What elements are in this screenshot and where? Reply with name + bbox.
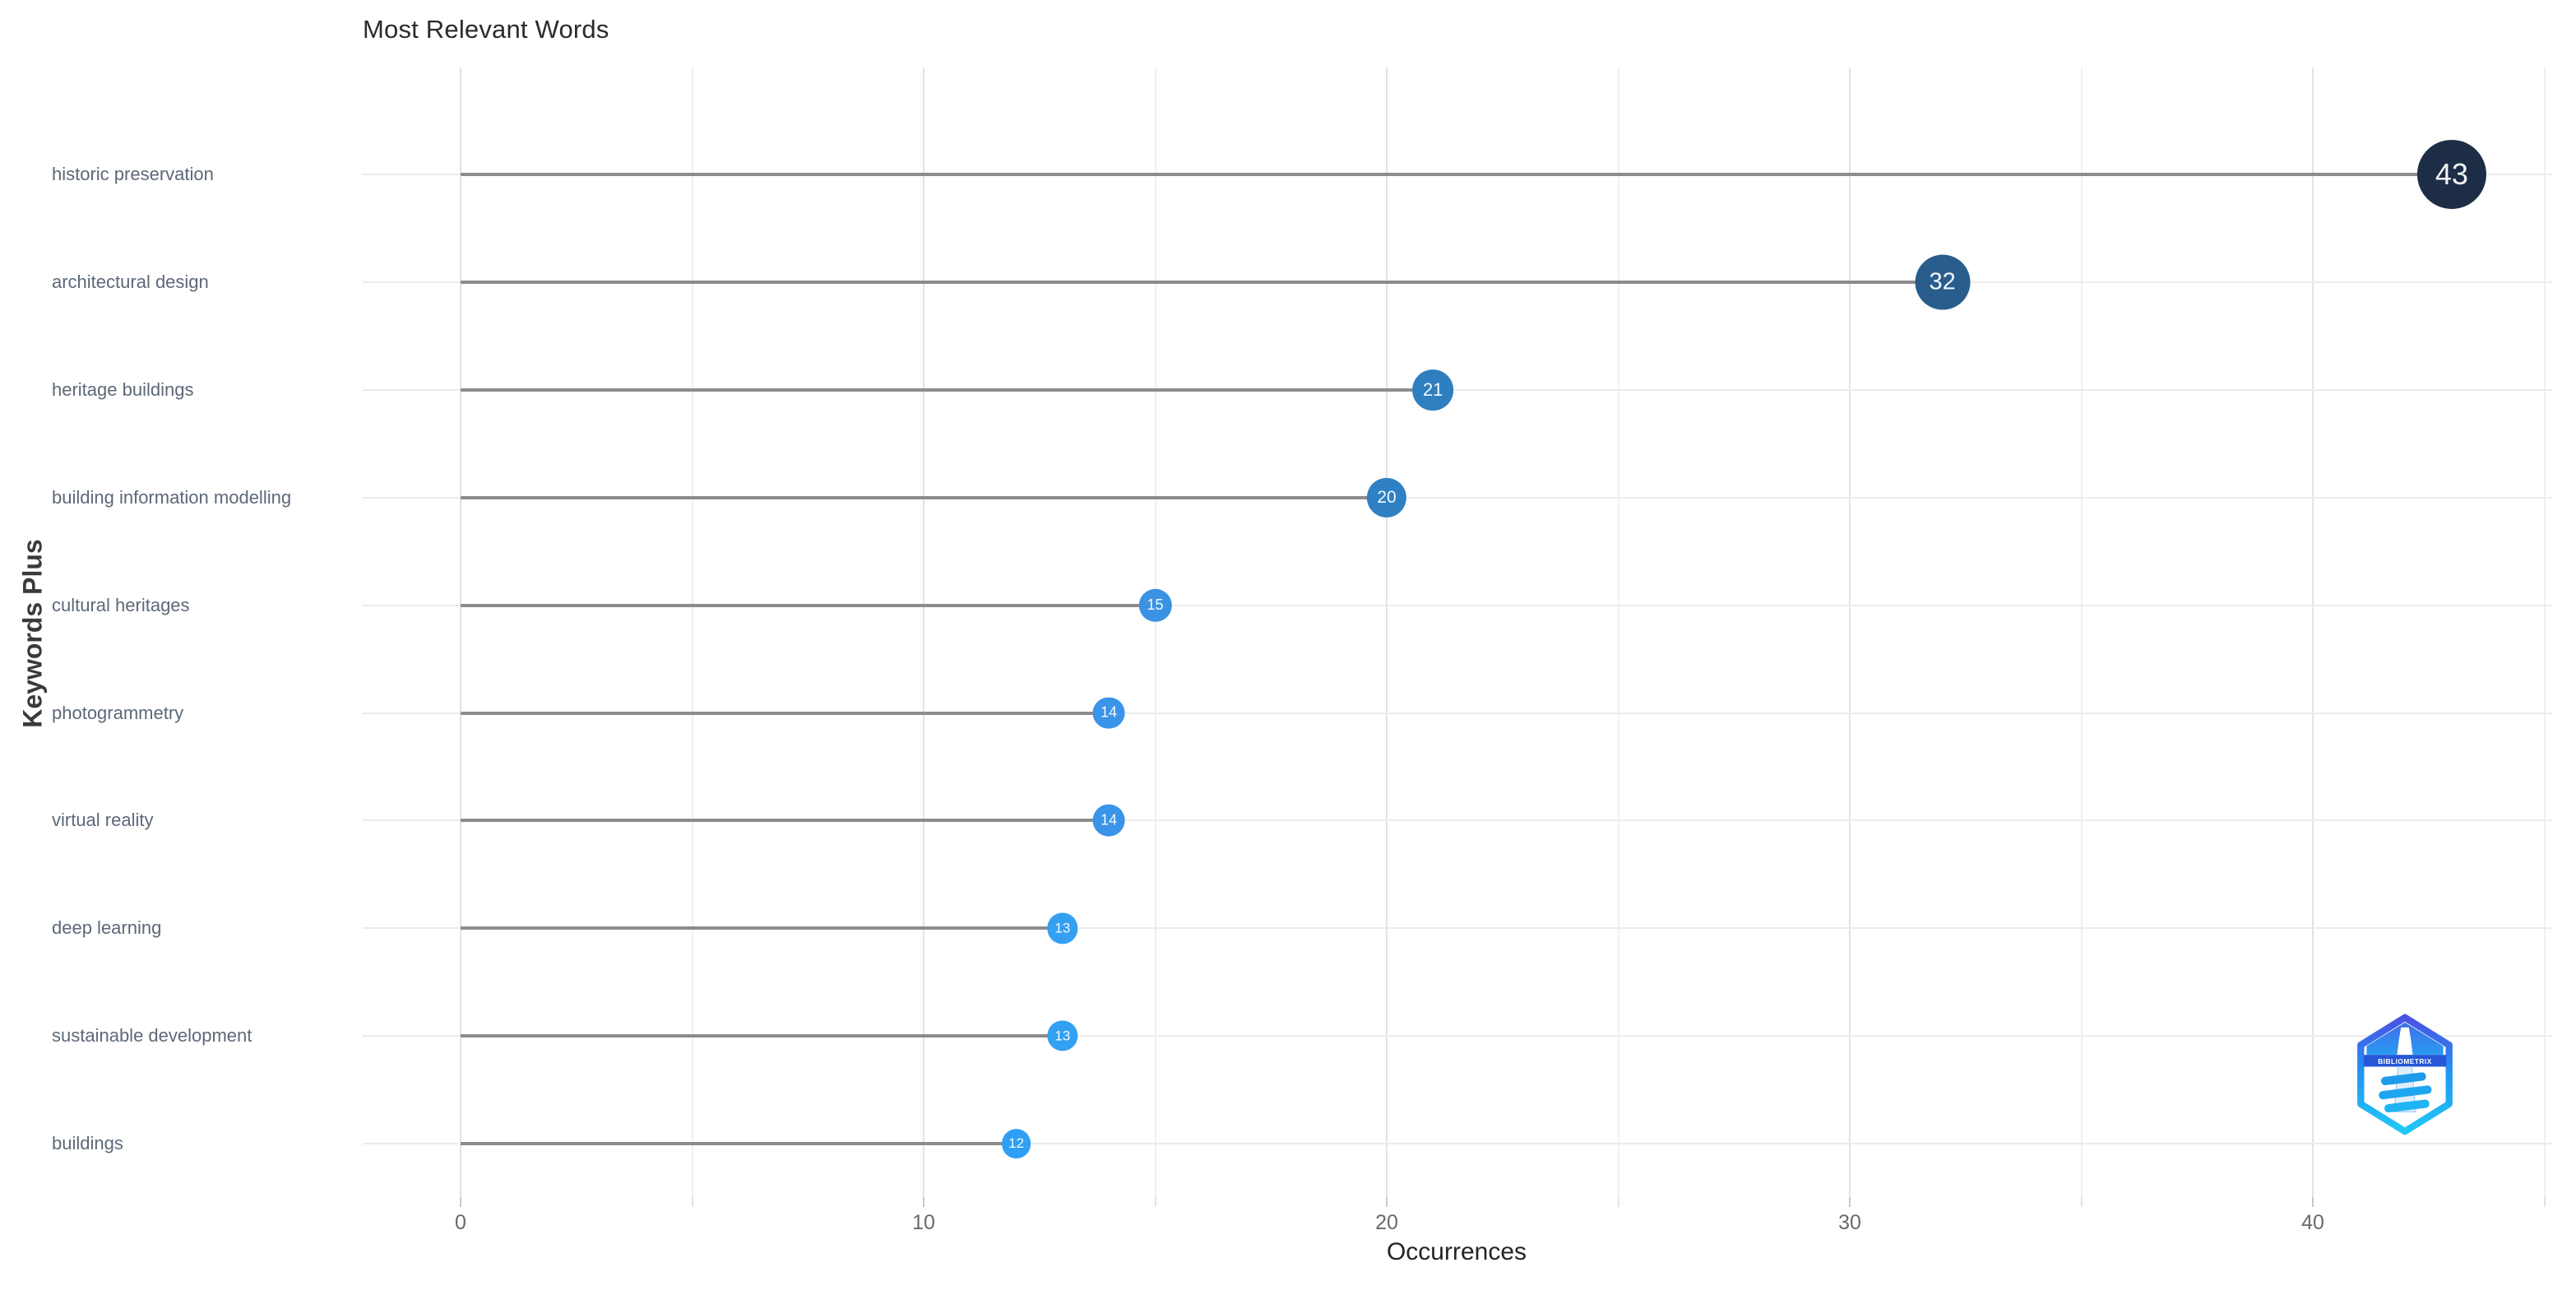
data-point-value: 14 <box>1100 703 1118 721</box>
data-point[interactable]: 15 <box>1138 588 1172 622</box>
x-tick-label: 40 <box>2301 1211 2324 1234</box>
data-point[interactable]: 13 <box>1047 1020 1078 1051</box>
logo-text: BIBLIOMETRIX <box>2378 1057 2432 1065</box>
category-label: buildings <box>52 1133 123 1154</box>
lollipop-stem <box>461 819 1110 823</box>
x-gridline-minor <box>2543 67 2546 1197</box>
row-gridline <box>363 712 2552 714</box>
lollipop-stem <box>461 388 1434 392</box>
bibliometrix-logo: BIBLIOMETRIX <box>2357 1014 2453 1135</box>
x-gridline-minor <box>1154 67 1156 1197</box>
logo-lighthouse-top <box>2397 1027 2413 1056</box>
x-gridline-minor <box>691 67 693 1197</box>
x-tick-label: 20 <box>1375 1211 1398 1234</box>
lollipop-stem <box>461 926 1063 931</box>
row-gridline <box>363 496 2552 499</box>
x-tick-mark <box>1849 1197 1851 1207</box>
x-gridline-minor <box>2080 67 2083 1197</box>
logo-stripe <box>2380 1072 2426 1086</box>
x-gridline-major <box>923 67 924 1197</box>
data-point[interactable]: 21 <box>1412 369 1454 411</box>
x-gridline-minor <box>1617 67 1619 1197</box>
x-gridline-major <box>460 67 461 1197</box>
category-label: cultural heritages <box>52 594 190 615</box>
plot-panel: 43 32 21 20 15 14 14 13 13 12 <box>363 67 2552 1197</box>
x-tick-mark <box>2312 1197 2314 1207</box>
data-point[interactable]: 43 <box>2416 139 2486 210</box>
data-point[interactable]: 14 <box>1092 804 1125 837</box>
x-tick-mark-minor <box>691 1197 693 1207</box>
lollipop-stem <box>461 280 1943 284</box>
x-tick-mark-minor <box>2080 1197 2083 1207</box>
logo-stripe <box>2384 1099 2430 1113</box>
data-point[interactable]: 13 <box>1047 912 1078 944</box>
data-point-value: 12 <box>1008 1135 1025 1152</box>
x-tick-mark-minor <box>1617 1197 1619 1207</box>
lollipop-stem <box>461 1034 1063 1038</box>
data-point-value: 21 <box>1423 378 1443 400</box>
data-point-value: 13 <box>1054 920 1071 936</box>
x-tick-mark-minor <box>1154 1197 1156 1207</box>
category-label: deep learning <box>52 917 162 939</box>
x-tick-label: 0 <box>455 1211 466 1234</box>
lollipop-stem <box>461 495 1387 499</box>
x-tick-mark <box>1386 1197 1388 1207</box>
row-gridline <box>363 388 2552 391</box>
lollipop-stem <box>461 173 2452 176</box>
row-gridline <box>363 1035 2552 1037</box>
category-label: architectural design <box>52 271 209 292</box>
category-label: virtual reality <box>52 810 154 831</box>
row-gridline <box>363 927 2552 930</box>
data-point-value: 14 <box>1100 811 1118 829</box>
x-gridline-major <box>2312 67 2314 1197</box>
data-point-value: 13 <box>1054 1028 1071 1044</box>
lollipop-stem <box>461 603 1156 607</box>
lollipop-stem <box>461 1142 1017 1146</box>
x-tick-mark <box>923 1197 924 1207</box>
logo-band <box>2363 1055 2447 1067</box>
x-tick-label: 30 <box>1838 1211 1861 1234</box>
data-point[interactable]: 20 <box>1366 477 1407 518</box>
data-point[interactable]: 12 <box>1001 1129 1031 1158</box>
category-label: heritage buildings <box>52 378 194 400</box>
chart-title: Most Relevant Words <box>363 15 609 44</box>
category-label: historic preservation <box>52 164 214 184</box>
logo-stripe <box>2379 1085 2432 1100</box>
x-tick-mark <box>460 1197 461 1207</box>
data-point-value: 32 <box>1929 268 1956 295</box>
category-label: sustainable development <box>52 1025 253 1047</box>
data-point[interactable]: 14 <box>1092 697 1125 729</box>
x-gridline-major <box>1386 67 1388 1197</box>
category-label: photogrammetry <box>52 702 184 723</box>
row-gridline <box>363 1143 2552 1145</box>
category-label: building information modelling <box>52 486 292 508</box>
data-point-value: 15 <box>1147 596 1164 614</box>
x-tick-mark-minor <box>2543 1197 2546 1207</box>
lollipop-stem <box>461 711 1110 715</box>
y-axis-title: Keywords Plus <box>17 539 48 728</box>
row-gridline <box>363 604 2552 606</box>
x-gridline-major <box>1849 67 1851 1197</box>
x-axis-title: Occurrences <box>1386 1238 1527 1265</box>
data-point-value: 20 <box>1377 487 1397 507</box>
row-gridline <box>363 819 2552 822</box>
data-point[interactable]: 32 <box>1915 254 1971 310</box>
x-tick-label: 10 <box>912 1211 935 1234</box>
data-point-value: 43 <box>2435 156 2468 191</box>
